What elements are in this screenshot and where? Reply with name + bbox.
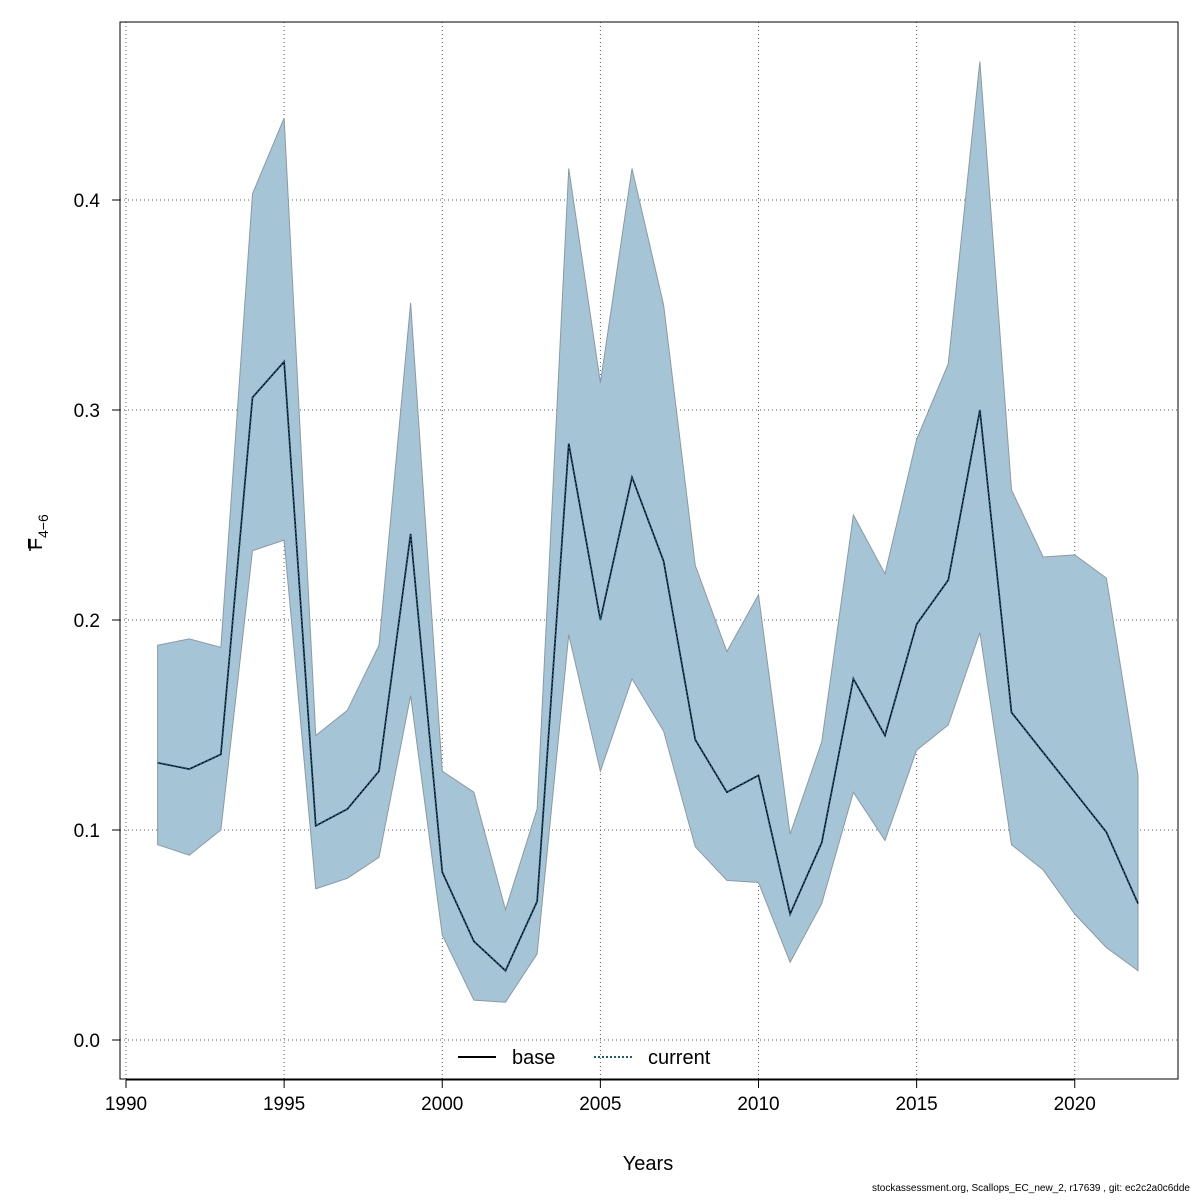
- legend-label-base: base: [512, 1047, 555, 1069]
- legend: base current: [458, 1047, 711, 1069]
- y-tick-label: 0.0: [74, 1031, 100, 1052]
- confidence-band-area: [157, 61, 1139, 1003]
- y-axis-title-subscript: 4−6: [35, 514, 51, 538]
- x-axis-title: Years: [623, 1153, 673, 1175]
- y-tick-label: 0.2: [74, 611, 100, 632]
- x-tick-label: 2005: [579, 1094, 621, 1115]
- x-tick-label: 2000: [421, 1094, 463, 1115]
- x-tick-label: 1995: [263, 1094, 305, 1115]
- confidence-band: [157, 61, 1139, 1003]
- y-tick-label: 0.1: [74, 821, 100, 842]
- x-tick-label: 2020: [1054, 1094, 1096, 1115]
- y-tick-label: 0.3: [74, 401, 100, 422]
- x-tick-label: 1990: [105, 1094, 147, 1115]
- x-tick-label: 2015: [895, 1094, 937, 1115]
- y-tick-label: 0.4: [74, 191, 101, 212]
- footer-credit: stockassessment.org, Scallops_EC_new_2, …: [872, 1183, 1190, 1194]
- series-lines: [157, 359, 1139, 973]
- y-axis-title: F 4−6: [25, 514, 51, 551]
- y-axis-title-main: F: [25, 538, 47, 550]
- x-tick-label: 2010: [737, 1094, 779, 1115]
- legend-label-current: current: [648, 1047, 711, 1069]
- axes: 1990 1995 2000 2005 2010 2015 2020 0.0 0.1 0.2 0.3…: [74, 191, 1096, 1115]
- series-line-current: [157, 359, 1139, 973]
